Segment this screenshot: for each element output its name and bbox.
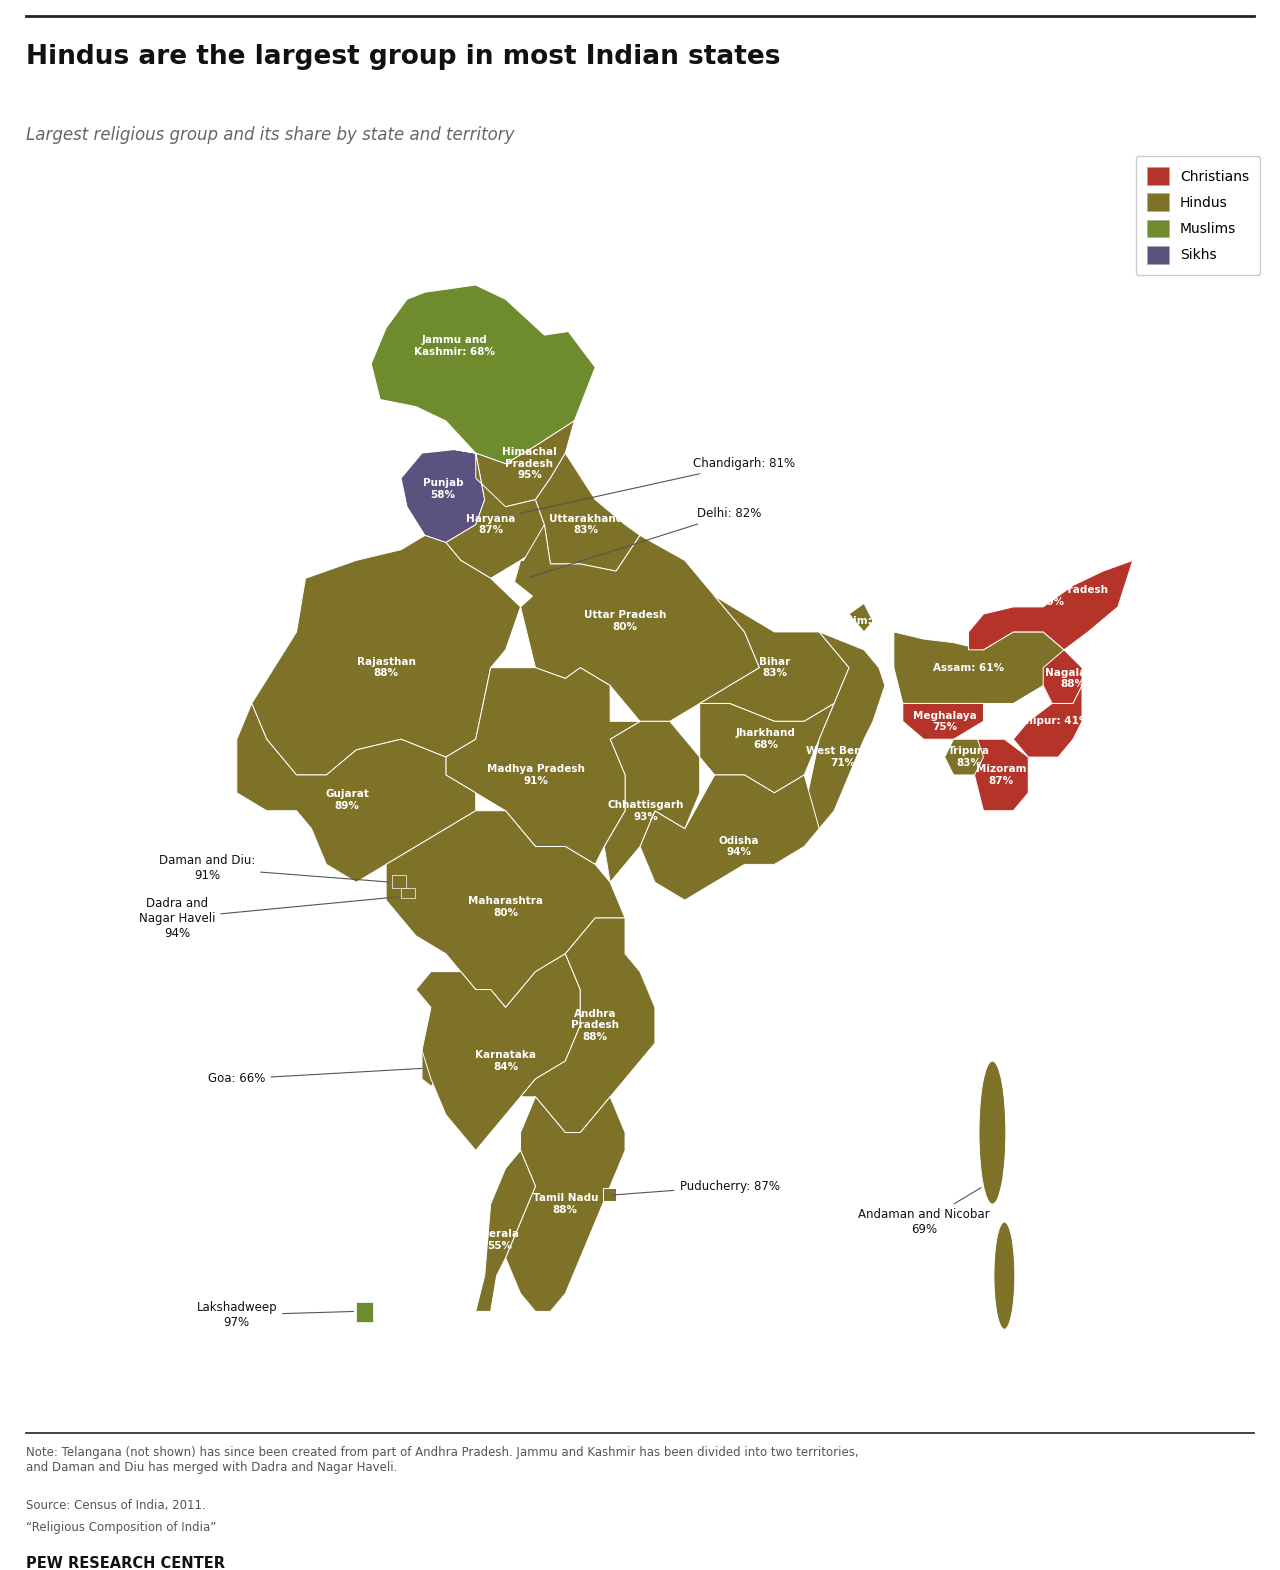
Polygon shape: [476, 1151, 535, 1311]
Text: Punjab
58%: Punjab 58%: [422, 479, 463, 499]
Polygon shape: [445, 667, 640, 865]
Text: Lakshadweep
97%: Lakshadweep 97%: [197, 1302, 353, 1328]
Text: Note: Telangana (not shown) has since been created from part of Andhra Pradesh. : Note: Telangana (not shown) has since be…: [26, 1446, 858, 1474]
Text: Source: Census of India, 2011.: Source: Census of India, 2011.: [26, 1499, 205, 1512]
Text: Karnataka
84%: Karnataka 84%: [475, 1050, 536, 1072]
Text: Goa: 66%: Goa: 66%: [209, 1068, 422, 1085]
Text: Puducherry: 87%: Puducherry: 87%: [613, 1179, 780, 1195]
Ellipse shape: [993, 1221, 1015, 1330]
Bar: [401, 889, 415, 898]
Polygon shape: [401, 449, 485, 543]
Text: Uttarakhand
83%: Uttarakhand 83%: [549, 513, 623, 535]
Polygon shape: [387, 810, 625, 1008]
Bar: [392, 874, 406, 887]
Text: “Religious Composition of India”: “Religious Composition of India”: [26, 1520, 216, 1534]
Ellipse shape: [979, 1061, 1006, 1204]
Polygon shape: [521, 918, 655, 1132]
Text: Andaman and Nicobar
69%: Andaman and Nicobar 69%: [858, 1187, 989, 1236]
Polygon shape: [1014, 686, 1082, 757]
Polygon shape: [604, 721, 700, 882]
Polygon shape: [476, 421, 575, 507]
Text: Odisha
94%: Odisha 94%: [718, 835, 759, 857]
Polygon shape: [515, 524, 759, 721]
Text: Uttar Pradesh
80%: Uttar Pradesh 80%: [584, 611, 667, 633]
Text: Himachal
Pradesh
95%: Himachal Pradesh 95%: [502, 447, 557, 480]
Polygon shape: [506, 1097, 625, 1311]
Polygon shape: [804, 633, 884, 829]
Text: Haryana
87%: Haryana 87%: [466, 513, 516, 535]
Text: Tamil Nadu
88%: Tamil Nadu 88%: [532, 1193, 598, 1215]
Polygon shape: [445, 449, 544, 578]
Polygon shape: [974, 739, 1028, 810]
Text: Nagaland
88%: Nagaland 88%: [1044, 667, 1101, 689]
Polygon shape: [945, 739, 992, 776]
Text: Manipur: 41%: Manipur: 41%: [1009, 716, 1089, 727]
Polygon shape: [416, 955, 580, 1151]
Polygon shape: [700, 703, 835, 793]
Polygon shape: [700, 597, 849, 721]
Text: Chhattisgarh
93%: Chhattisgarh 93%: [608, 801, 685, 821]
Text: Rajasthan
88%: Rajasthan 88%: [357, 656, 416, 678]
Text: Maharashtra
80%: Maharashtra 80%: [468, 896, 543, 918]
Polygon shape: [849, 603, 873, 633]
Polygon shape: [1043, 650, 1082, 703]
Polygon shape: [969, 560, 1133, 650]
Polygon shape: [371, 286, 595, 463]
Text: Jharkhand
68%: Jharkhand 68%: [736, 728, 795, 750]
Text: Gujarat
89%: Gujarat 89%: [325, 790, 369, 810]
Bar: [356, 1303, 372, 1322]
Text: Chandigarh: 81%: Chandigarh: 81%: [520, 457, 796, 513]
Text: Bihar
83%: Bihar 83%: [759, 656, 790, 678]
Text: Jammu and
Kashmir: 68%: Jammu and Kashmir: 68%: [415, 334, 495, 356]
Text: Arunachal Pradesh
30%: Arunachal Pradesh 30%: [997, 586, 1107, 608]
Polygon shape: [535, 454, 640, 571]
Text: Mizoram
87%: Mizoram 87%: [977, 765, 1027, 785]
Polygon shape: [640, 776, 819, 900]
Text: PEW RESEARCH CENTER: PEW RESEARCH CENTER: [26, 1556, 224, 1570]
Text: Kerala
55%: Kerala 55%: [480, 1229, 518, 1251]
Text: Largest religious group and its share by state and territory: Largest religious group and its share by…: [26, 126, 515, 143]
Text: Assam: 61%: Assam: 61%: [933, 663, 1004, 672]
Text: Andhra
Pradesh
88%: Andhra Pradesh 88%: [571, 1008, 620, 1042]
Polygon shape: [252, 535, 521, 776]
Polygon shape: [515, 560, 535, 597]
Polygon shape: [893, 633, 1073, 703]
Polygon shape: [902, 703, 983, 739]
Text: Madhya Pradesh
91%: Madhya Pradesh 91%: [486, 765, 585, 785]
Text: Delhi: 82%: Delhi: 82%: [529, 507, 762, 578]
Polygon shape: [422, 1050, 440, 1086]
Text: Tripura
83%: Tripura 83%: [947, 746, 989, 768]
Text: West Bengal
71%: West Bengal 71%: [806, 746, 879, 768]
Polygon shape: [603, 1188, 616, 1201]
Text: Daman and Diu:
91%: Daman and Diu: 91%: [159, 854, 389, 882]
Text: Hindus are the largest group in most Indian states: Hindus are the largest group in most Ind…: [26, 44, 780, 71]
Text: Meghalaya
75%: Meghalaya 75%: [913, 711, 977, 732]
Text: Dadra and
Nagar Haveli
94%: Dadra and Nagar Haveli 94%: [138, 896, 398, 939]
Legend: Christians, Hindus, Muslims, Sikhs: Christians, Hindus, Muslims, Sikhs: [1135, 155, 1261, 275]
Polygon shape: [237, 703, 476, 882]
Text: Sikkim: 58%: Sikkim: 58%: [828, 615, 900, 626]
